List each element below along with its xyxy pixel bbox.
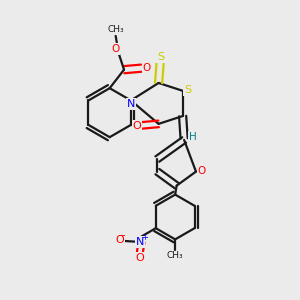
Text: +: + bbox=[141, 233, 148, 242]
Text: −: − bbox=[118, 231, 126, 241]
Text: O: O bbox=[198, 166, 206, 176]
Text: N: N bbox=[136, 237, 144, 247]
Text: CH₃: CH₃ bbox=[167, 251, 184, 260]
Text: O: O bbox=[111, 44, 119, 54]
Text: S: S bbox=[184, 85, 191, 95]
Text: S: S bbox=[157, 52, 164, 62]
Text: O: O bbox=[136, 253, 144, 263]
Text: O: O bbox=[132, 121, 141, 131]
Text: CH₃: CH₃ bbox=[108, 25, 124, 34]
Text: O: O bbox=[115, 235, 124, 245]
Text: O: O bbox=[142, 63, 151, 73]
Text: N: N bbox=[127, 99, 135, 109]
Text: H: H bbox=[189, 132, 196, 142]
